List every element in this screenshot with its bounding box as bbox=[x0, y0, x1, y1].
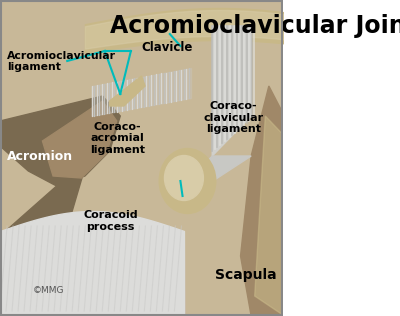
Polygon shape bbox=[240, 86, 284, 316]
Ellipse shape bbox=[164, 155, 204, 200]
Ellipse shape bbox=[159, 149, 216, 214]
Polygon shape bbox=[42, 101, 117, 178]
Text: Acromioclavicular Joint: Acromioclavicular Joint bbox=[110, 14, 400, 38]
Text: Acromion: Acromion bbox=[7, 150, 73, 163]
Text: Coraco-
acromial
ligament: Coraco- acromial ligament bbox=[90, 122, 145, 155]
Polygon shape bbox=[255, 116, 284, 316]
Text: Coraco-
clavicular
ligament: Coraco- clavicular ligament bbox=[204, 101, 264, 134]
Polygon shape bbox=[212, 26, 251, 156]
Text: Clavicle: Clavicle bbox=[142, 41, 193, 54]
Polygon shape bbox=[110, 76, 145, 106]
Text: Acromioclavicular
ligament: Acromioclavicular ligament bbox=[7, 51, 116, 72]
Text: ©MMG: ©MMG bbox=[32, 287, 64, 295]
Text: Coracoid
process: Coracoid process bbox=[83, 210, 138, 232]
Polygon shape bbox=[0, 96, 120, 186]
Text: Scapula: Scapula bbox=[215, 268, 277, 282]
Polygon shape bbox=[0, 168, 85, 256]
Polygon shape bbox=[184, 156, 251, 186]
